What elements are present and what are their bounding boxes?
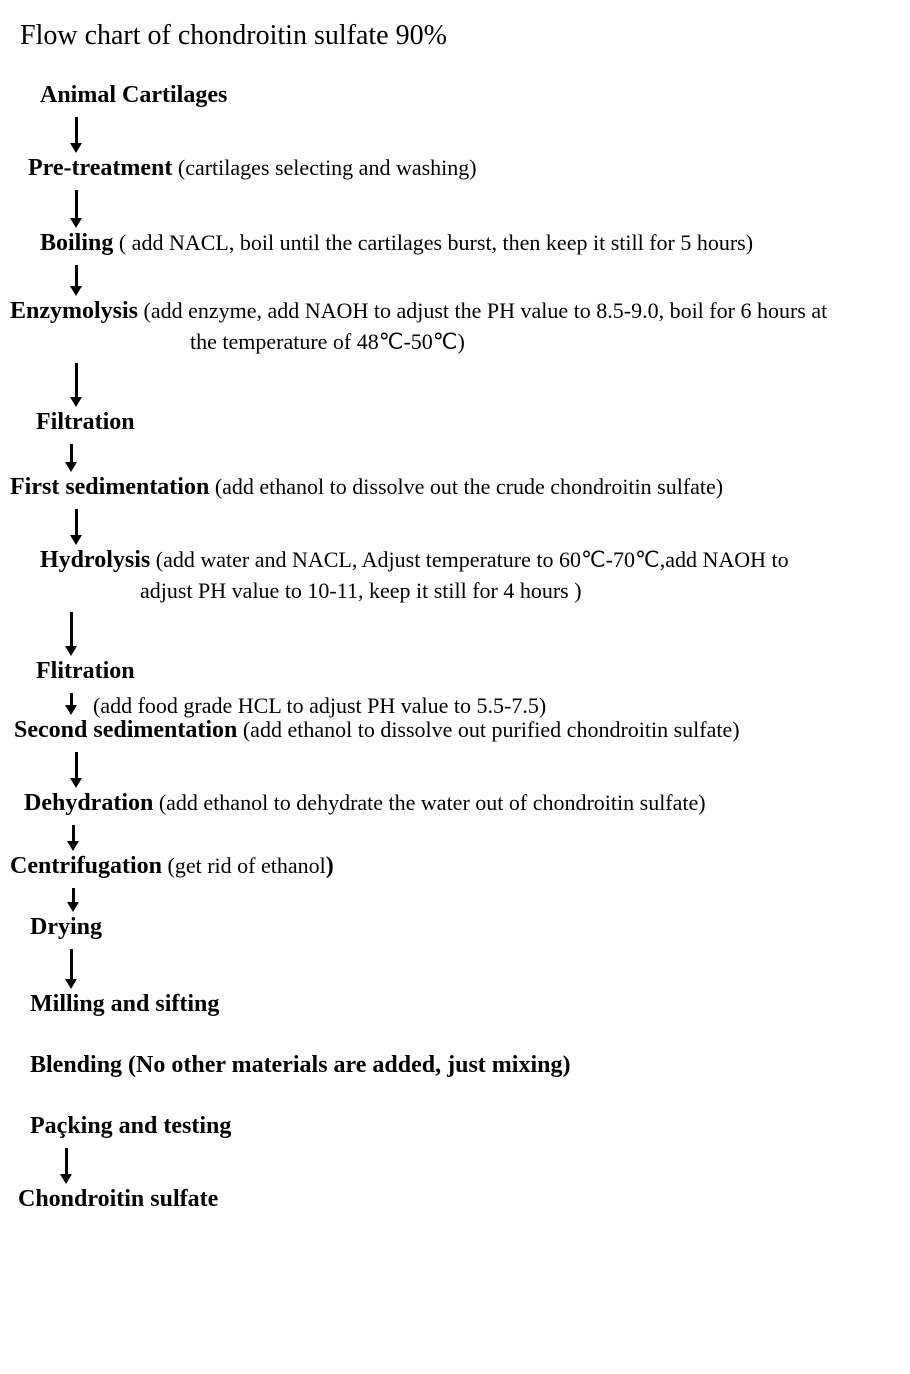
arrow-head-icon — [70, 218, 82, 228]
arrow-line — [75, 265, 78, 288]
flow-step: Animal Cartilages — [40, 82, 900, 109]
arrow-line — [75, 190, 78, 220]
step-label: Second sedimentation — [14, 717, 237, 743]
flowchart-container: Animal Cartilages Pre-treatment (cartilag… — [10, 82, 900, 1213]
flow-step: Filtration — [36, 409, 900, 436]
spacer — [10, 1085, 900, 1113]
flow-step: Milling and sifting — [30, 991, 900, 1018]
flow-step: Dehydration (add ethanol to dehydrate th… — [24, 790, 900, 817]
step-desc-cont: adjust PH value to 10-11, keep it still … — [140, 578, 900, 604]
flow-step: Second sedimentation (add ethanol to dis… — [14, 717, 900, 744]
step-desc: (add enzyme, add NAOH to adjust the PH v… — [138, 298, 827, 323]
step-desc: ( — [162, 853, 175, 878]
step-label: Blending (No other materials are added, … — [30, 1052, 570, 1078]
flow-step: Hydrolysis (add water and NACL, Adjust t… — [40, 547, 900, 604]
arrow-down-icon — [72, 886, 900, 914]
page-title: Flow chart of chondroitin sulfate 90% — [20, 20, 900, 52]
step-label: First sedimentation — [10, 474, 209, 500]
arrow-down-icon — [65, 1146, 900, 1186]
arrow-head-icon — [70, 286, 82, 296]
arrow-head-icon — [70, 535, 82, 545]
arrow-head-icon — [65, 979, 77, 989]
arrow-head-icon — [65, 705, 77, 715]
step-desc: (add water and NACL, Adjust temperature … — [150, 547, 788, 572]
arrow-head-icon — [60, 1174, 72, 1184]
arrow-down-icon — [70, 610, 900, 658]
arrow-line — [70, 612, 73, 648]
flow-step: Enzymolysis (add enzyme, add NAOH to adj… — [10, 298, 900, 355]
arrow-head-icon — [67, 841, 79, 851]
step-desc-cont: the temperature of 48℃-50℃) — [190, 329, 900, 355]
step-desc: (add ethanol to dehydrate the water out … — [153, 790, 705, 815]
flow-step: First sedimentation (add ethanol to diss… — [10, 474, 900, 501]
step-label: Centrifugation — [10, 853, 162, 879]
step-label: Boiling — [40, 230, 113, 256]
arrow-line — [75, 117, 78, 145]
arrow-head-icon — [70, 143, 82, 153]
arrow-line — [65, 1148, 68, 1176]
step-desc-close: ) — [326, 853, 334, 879]
step-label: Pre-treatment — [28, 155, 172, 181]
step-label: Filtration — [36, 409, 135, 435]
arrow-head-icon — [67, 902, 79, 912]
arrow-down-icon — [75, 188, 900, 230]
arrow-head-icon — [70, 397, 82, 407]
arrow-head-icon — [65, 646, 77, 656]
step-desc: ( add NACL, boil until the cartilages bu… — [113, 230, 753, 255]
arrow-down-icon — [75, 507, 900, 547]
arrow-head-icon — [65, 462, 77, 472]
flow-step: Blending (No other materials are added, … — [30, 1052, 900, 1079]
arrow-line — [75, 752, 78, 780]
step-label: Chondroitin sulfate — [18, 1186, 218, 1212]
step-desc: (add ethanol to dissolve out the crude c… — [209, 474, 723, 499]
arrow-down-icon — [75, 361, 900, 409]
step-label: Flitration — [36, 658, 135, 684]
step-label: Drying — [30, 914, 102, 940]
step-label: Milling and sifting — [30, 991, 219, 1017]
arrow-note: (add food grade HCL to adjust PH value t… — [93, 693, 546, 719]
arrow-down-icon — [70, 947, 900, 991]
step-label: Hydrolysis — [40, 547, 150, 573]
arrow-line — [75, 363, 78, 399]
flow-step: Drying — [30, 914, 900, 941]
arrow-down-icon — [72, 823, 900, 853]
step-label: Enzymolysis — [10, 298, 138, 324]
step-desc: (cartilages selecting and washing) — [172, 155, 476, 180]
flow-step: Flitration — [36, 658, 900, 685]
step-label: Dehydration — [24, 790, 153, 816]
step-desc: (add ethanol to dissolve out purified ch… — [237, 717, 739, 742]
arrow-line — [70, 444, 73, 464]
spacer — [10, 1024, 900, 1052]
arrow-down-icon — [75, 750, 900, 790]
step-label: Animal Cartilages — [40, 82, 227, 108]
arrow-line — [75, 509, 78, 537]
flow-step: Paçking and testing — [30, 1113, 900, 1140]
arrow-line — [70, 949, 73, 981]
step-desc-inner: get rid of ethanol — [175, 853, 326, 878]
flow-step: Pre-treatment (cartilages selecting and … — [28, 155, 900, 182]
step-label: Paçking and testing — [30, 1113, 231, 1139]
flow-step: Centrifugation (get rid of ethanol) — [10, 853, 900, 880]
flow-step: Chondroitin sulfate — [18, 1186, 900, 1213]
arrow-down-icon — [75, 263, 900, 298]
arrow-down-icon: (add food grade HCL to adjust PH value t… — [70, 691, 900, 717]
arrow-head-icon — [70, 778, 82, 788]
arrow-down-icon — [75, 115, 900, 155]
arrow-down-icon — [70, 442, 900, 474]
flow-step: Boiling ( add NACL, boil until the carti… — [40, 230, 900, 257]
